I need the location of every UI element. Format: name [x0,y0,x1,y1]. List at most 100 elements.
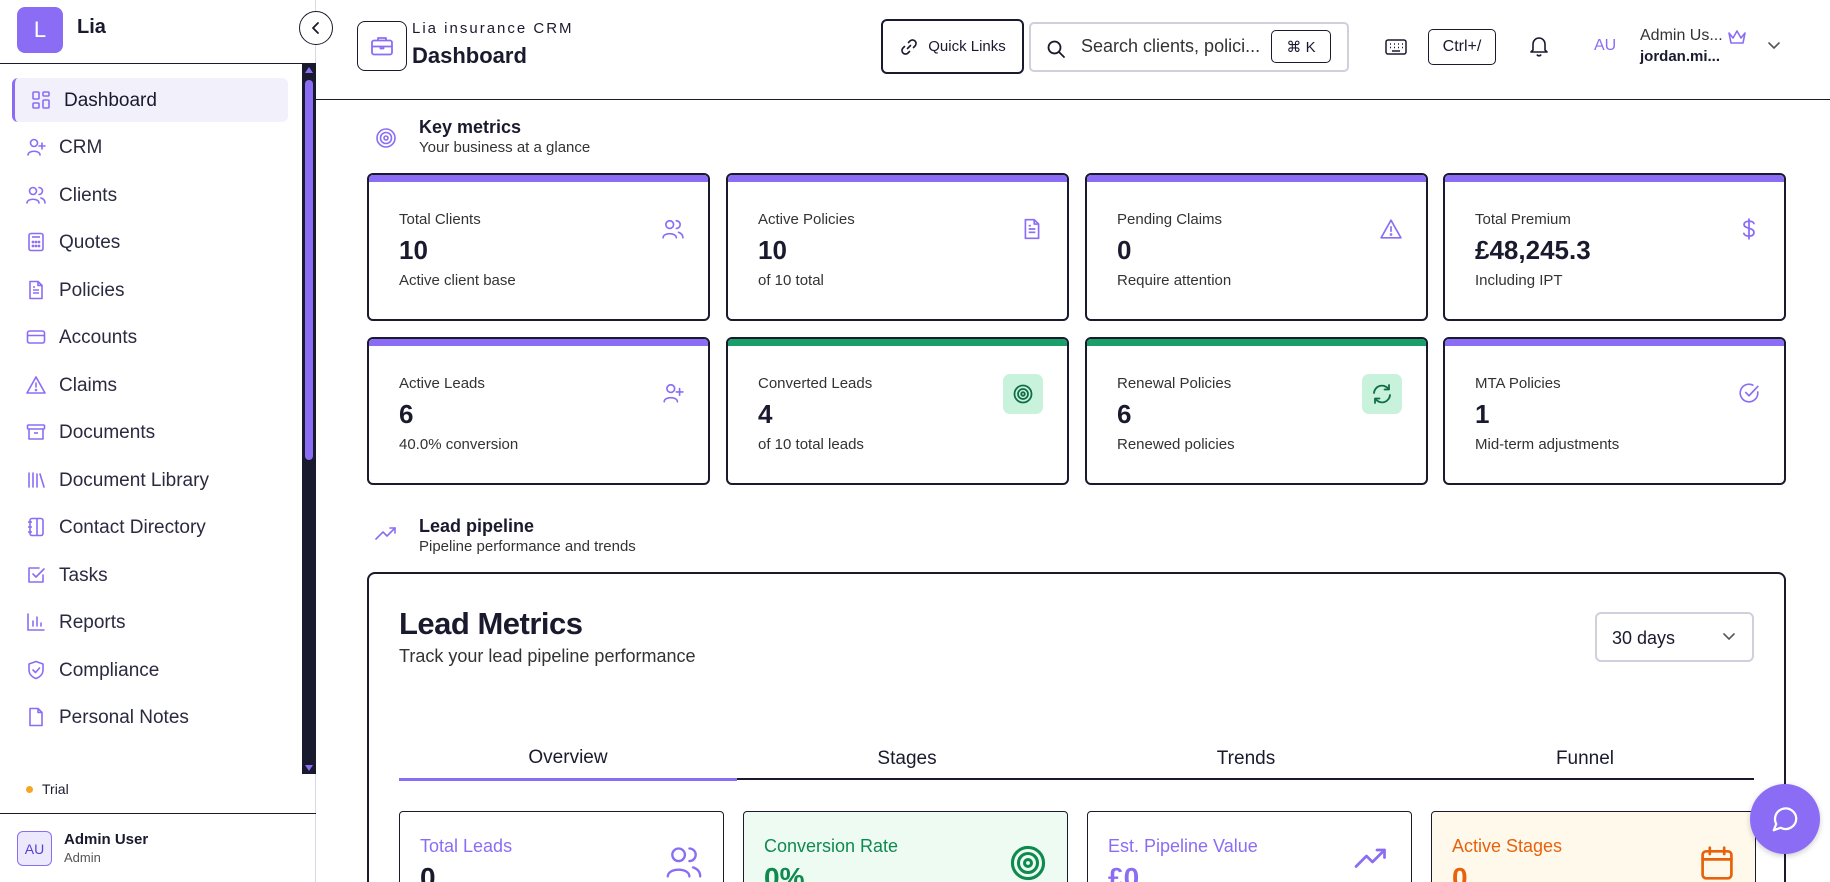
sidebar-item-dashboard[interactable]: Dashboard [12,78,288,122]
lead-stat-pipeline-value[interactable]: Est. Pipeline Value £0 [1087,811,1412,882]
sidebar-item-policies[interactable]: Policies [12,268,288,312]
sidebar-item-label: Compliance [59,660,160,681]
keyboard-shortcuts-button[interactable]: Ctrl+/ [1428,29,1496,65]
metric-title: Active Leads [399,375,485,392]
lead-stat-active-stages[interactable]: Active Stages 0 [1431,811,1756,882]
metric-value: 10 [758,235,787,265]
metric-card-active-leads[interactable]: Active Leads 6 40.0% conversion [367,337,710,485]
date-range-select[interactable]: 30 days [1595,612,1754,662]
metric-value: 10 [399,235,428,265]
sidebar-item-documents[interactable]: Documents [12,410,288,454]
panel-subtitle: Track your lead pipeline performance [399,646,696,666]
scroll-down-arrow[interactable] [305,765,313,771]
header-avatar[interactable]: AU [1594,37,1617,54]
file-icon [29,707,43,727]
bell-icon[interactable] [1529,35,1549,57]
collapse-sidebar-button[interactable] [299,11,333,45]
metric-card-renewal-policies[interactable]: Renewal Policies 6 Renewed policies [1085,337,1428,485]
metric-title: Total Clients [399,211,481,228]
sidebar-item-clients[interactable]: Clients [12,173,288,217]
search-box[interactable]: ⌘ K [1029,22,1349,72]
quick-links-button[interactable]: Quick Links [881,19,1024,74]
tab-trends[interactable]: Trends [1216,748,1276,769]
search-input[interactable] [1081,36,1271,57]
chevron-down-icon[interactable] [1766,40,1782,52]
trial-status: Trial [26,781,69,797]
search-icon [1047,40,1065,58]
crown-icon [1728,30,1746,44]
lead-metrics-panel: Lead Metrics Track your lead pipeline pe… [367,572,1786,882]
lead-stat-conversion-rate[interactable]: Conversion Rate 0% [743,811,1068,882]
sidebar-item-compliance[interactable]: Compliance [12,648,288,692]
stat-title: Active Stages [1452,836,1563,856]
sidebar-item-label: CRM [59,137,103,158]
library-icon [28,472,45,488]
card-accent-bar [1087,175,1426,182]
sidebar-scrollbar[interactable] [302,64,316,774]
section-title: Key metrics [419,117,522,137]
sidebar-item-label: Tasks [59,565,108,586]
stat-value: 0 [1452,862,1468,882]
sidebar-item-tasks[interactable]: Tasks [12,553,288,597]
contact-book-icon [28,517,44,537]
metric-value: 6 [399,399,414,429]
lead-metrics-tabs: Overview Stages Trends Funnel [399,738,1754,781]
metric-card-total-premium[interactable]: Total Premium £48,245.3 Including IPT [1443,173,1786,321]
target-icon [1010,845,1046,881]
metric-value: 1 [1475,399,1490,429]
shield-check-icon [28,660,44,680]
sidebar-item-quotes[interactable]: Quotes [12,220,288,264]
quick-links-label: Quick Links [928,38,1006,55]
metric-card-pending-claims[interactable]: Pending Claims 0 Require attention [1085,173,1428,321]
header-user-email[interactable]: jordan.mi... [1640,48,1721,65]
card-accent-bar [1445,175,1784,182]
tab-funnel[interactable]: Funnel [1555,748,1615,769]
sidebar-item-reports[interactable]: Reports [12,600,288,644]
sidebar-item-crm[interactable]: CRM [12,125,288,169]
date-range-value: 30 days [1612,628,1676,648]
users-icon [26,186,46,204]
section-subtitle: Your business at a glance [419,139,591,156]
metric-value: 4 [758,399,773,429]
sidebar-item-label: Reports [59,612,126,633]
archive-icon [26,424,46,440]
section-subtitle: Pipeline performance and trends [419,538,636,555]
scrollbar-thumb[interactable] [305,80,313,460]
sidebar-item-personal-notes[interactable]: Personal Notes [12,695,288,739]
sidebar-item-label: Personal Notes [59,707,189,728]
sidebar-user-profile[interactable]: AU Admin User Admin [0,813,316,882]
user-role: Admin [64,850,101,865]
sidebar-item-accounts[interactable]: Accounts [12,315,288,359]
user-plus-icon [27,138,46,156]
app-logo[interactable]: L [17,7,63,53]
bar-chart-icon [27,613,45,631]
chevron-down-icon [1723,633,1735,641]
card-accent-bar [369,339,708,346]
chat-support-button[interactable] [1750,784,1820,854]
scroll-up-arrow[interactable] [305,67,313,73]
link-icon [901,38,918,55]
page-title: Dashboard [412,43,527,68]
tab-stages[interactable]: Stages [877,748,937,769]
metric-card-mta-policies[interactable]: MTA Policies 1 Mid-term adjustments [1443,337,1786,485]
sidebar-item-claims[interactable]: Claims [12,363,288,407]
chevron-left-icon [312,22,319,34]
sidebar-header: L Lia [0,0,316,64]
metric-card-converted-leads[interactable]: Converted Leads 4 of 10 total leads [726,337,1069,485]
sidebar-item-contact-directory[interactable]: Contact Directory [12,505,288,549]
user-name: Admin User [64,831,149,848]
lead-stat-total-leads[interactable]: Total Leads 0 [399,811,724,882]
header-user-name[interactable]: Admin Us... [1640,27,1723,44]
metric-description: 40.0% conversion [399,436,519,453]
stat-value: 0 [420,862,436,882]
sidebar-item-label: Clients [59,185,118,206]
keyboard-icon[interactable] [1385,37,1407,57]
trial-label: Trial [42,781,69,797]
sidebar-item-document-library[interactable]: Document Library [12,458,288,502]
metric-title: MTA Policies [1475,375,1561,392]
metric-card-total-clients[interactable]: Total Clients 10 Active client base [367,173,710,321]
tab-overview[interactable]: Overview [399,738,737,781]
trending-up-icon [1354,848,1386,868]
sidebar-item-label: Contact Directory [59,517,206,538]
metric-card-active-policies[interactable]: Active Policies 10 of 10 total [726,173,1069,321]
